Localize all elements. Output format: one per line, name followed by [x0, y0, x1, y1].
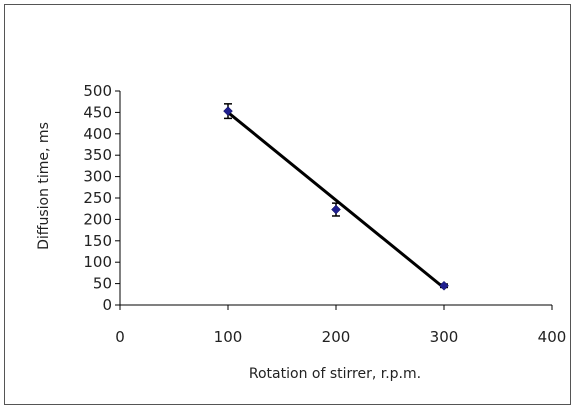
y-tick-label: 200	[83, 210, 112, 228]
y-tick-label: 0	[102, 296, 112, 314]
y-tick-label: 300	[83, 168, 112, 186]
x-tick-label: 200	[322, 328, 351, 346]
y-tick-label: 50	[93, 275, 112, 293]
trendline	[226, 110, 446, 290]
y-tick-label: 450	[83, 103, 112, 121]
x-tick-label: 0	[115, 328, 125, 346]
y-tick-label: 250	[83, 189, 112, 207]
y-tick-label: 500	[83, 82, 112, 100]
data-point	[331, 204, 341, 215]
chart-frame	[4, 4, 571, 405]
axes	[119, 91, 552, 306]
y-tick-label: 400	[83, 125, 112, 143]
y-tick-label: 100	[83, 253, 112, 271]
ticks: 0 50 100 150 200 250 300 350 400 450 500 0 100 200 300…	[83, 82, 566, 346]
x-axis-title: Rotation of stirrer, r.p.m.	[249, 366, 421, 382]
data-points	[223, 106, 449, 291]
trendline-group	[226, 110, 446, 290]
data-point	[439, 280, 449, 291]
y-tick-label: 350	[83, 146, 112, 164]
y-axis-title: Diffusion time, ms	[36, 122, 52, 250]
y-tick-label: 150	[83, 232, 112, 250]
x-tick-label: 400	[538, 328, 567, 346]
data-point	[223, 106, 233, 116]
error-bars	[224, 103, 448, 289]
x-tick-label: 100	[214, 328, 243, 346]
x-tick-label: 300	[430, 328, 459, 346]
